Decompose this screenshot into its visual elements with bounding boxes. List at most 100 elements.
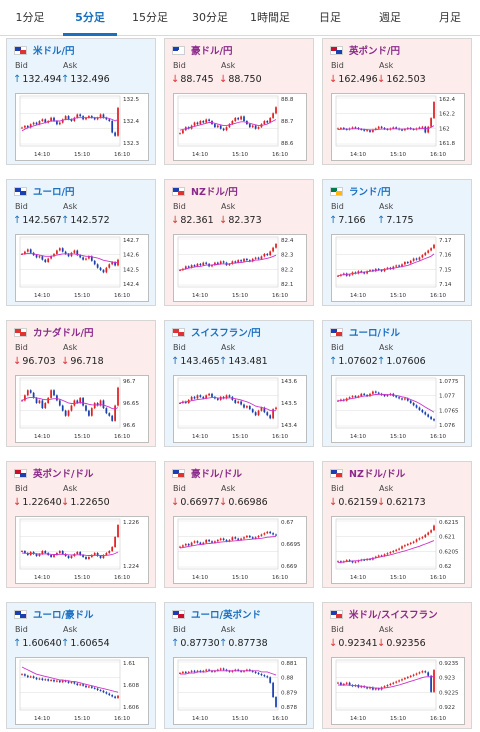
candlestick-chart[interactable]: 162.4 162.2 162 161.8 14:10 15:10 16:10 <box>331 93 465 161</box>
candle <box>248 124 251 128</box>
currency-card[interactable]: 英ポンド/ドル Bid Ask ↓1.22640 ↓1.22650 1.226 1… <box>6 461 156 588</box>
tab-1[interactable]: 5分足 <box>60 0 120 36</box>
x-tick-label: 14:10 <box>192 293 209 299</box>
pair-name[interactable]: 豪ドル/円 <box>191 46 233 57</box>
currency-card[interactable]: NZドル/ドル Bid Ask ↓0.62159 ↓0.62173 0.6215… <box>322 461 472 588</box>
candlestick-chart[interactable]: 1.0775 1.077 1.0765 1.076 14:10 15:10 16:10 <box>331 375 465 443</box>
candle <box>263 407 266 413</box>
candlestick-chart[interactable]: 143.6 143.5 143.4 14:10 15:10 16:10 <box>173 375 307 443</box>
candle <box>35 677 38 680</box>
candle <box>415 405 418 408</box>
pair-name[interactable]: 英ポンド/円 <box>349 46 400 57</box>
eu-au-flag-icon <box>14 609 27 619</box>
candlestick-chart[interactable]: 0.67 0.6695 0.669 14:10 15:10 16:10 <box>173 516 307 584</box>
candle <box>26 390 29 396</box>
candle <box>360 393 363 397</box>
candlestick-chart[interactable]: 88.8 88.7 88.6 14:10 15:10 16:10 <box>173 93 307 161</box>
tab-2[interactable]: 15分足 <box>132 11 168 24</box>
pair-name[interactable]: ユーロ/英ポンド <box>191 610 261 621</box>
candle <box>53 390 55 396</box>
ca-flag-icon <box>14 327 27 337</box>
candle <box>205 669 208 671</box>
currency-card[interactable]: 英ポンド/円 Bid Ask ↓162.496 ↓162.503 162.4 16… <box>322 38 472 165</box>
x-tick-label: 16:10 <box>272 152 289 158</box>
y-tick-label: 1.226 <box>123 520 139 526</box>
candle <box>272 247 274 252</box>
candle <box>337 400 339 402</box>
pair-name[interactable]: ユーロ/ドル <box>349 328 400 339</box>
candle <box>93 117 96 120</box>
tab-4[interactable]: 1時間足 <box>250 11 290 24</box>
pair-name[interactable]: 米ドル/円 <box>33 46 75 57</box>
candle <box>211 541 213 543</box>
bid-value: ↓162.496 <box>329 74 378 85</box>
candlestick-chart[interactable]: 0.9235 0.923 0.9225 0.922 14:10 15:10 16:10 <box>331 657 465 725</box>
currency-card[interactable]: 豪ドル/円 Bid Ask ↓88.745 ↓88.750 88.8 88.7 88… <box>164 38 314 165</box>
tab-5[interactable]: 日足 <box>319 11 341 24</box>
currency-card[interactable]: ランド/円 Bid Ask ↑7.166 ↑7.175 7.17 7.16 7.15… <box>322 179 472 306</box>
candlestick-chart[interactable]: 7.17 7.16 7.15 7.14 14:10 15:10 16:10 <box>331 234 465 302</box>
currency-card[interactable]: スイスフラン/円 Bid Ask ↑143.465 ↑143.481 143.6… <box>164 320 314 447</box>
ask-price: 0.62173 <box>386 497 426 508</box>
candle <box>337 682 339 684</box>
candle <box>337 561 339 563</box>
currency-card[interactable]: ユーロ/豪ドル Bid Ask ↑1.60640 ↑1.60654 1.61 1.… <box>6 602 156 729</box>
candlestick-chart[interactable]: 0.6215 0.621 0.6205 0.62 14:10 15:10 16:10 <box>331 516 465 584</box>
pair-name[interactable]: スイスフラン/円 <box>191 328 261 339</box>
pair-name[interactable]: ユーロ/豪ドル <box>33 610 94 621</box>
candlestick-chart[interactable]: 0.881 0.88 0.879 0.878 14:10 15:10 16:10 <box>173 657 307 725</box>
currency-card[interactable]: 米ドル/スイスフラン Bid Ask ↓0.92341 ↓0.92356 0.9… <box>322 602 472 729</box>
moving-average-line <box>21 666 119 693</box>
candle <box>38 678 41 680</box>
tab-6[interactable]: 週足 <box>379 11 401 24</box>
pair-name[interactable]: ユーロ/円 <box>33 187 75 198</box>
candle <box>251 409 254 413</box>
arrow-down-icon: ↓ <box>219 497 228 508</box>
candle <box>222 261 225 263</box>
currency-card[interactable]: カナダドル/円 Bid Ask ↓96.703 ↓96.718 96.7 96.6… <box>6 320 156 447</box>
candlestick-chart[interactable]: 1.226 1.224 14:10 15:10 16:10 <box>15 516 149 584</box>
candle <box>114 537 116 547</box>
currency-card[interactable]: ユーロ/英ポンド Bid Ask ↑0.87730 ↑0.87738 0.881… <box>164 602 314 729</box>
moving-average-line <box>180 670 277 676</box>
candle <box>395 549 398 551</box>
candle <box>240 401 242 405</box>
candle <box>424 671 427 673</box>
currency-card[interactable]: ユーロ/ドル Bid Ask ↑1.07602 ↑1.07606 1.0775 1… <box>322 320 472 447</box>
candlestick-chart[interactable]: 82.4 82.3 82.2 82.1 14:10 15:10 16:10 <box>173 234 307 302</box>
candle <box>114 132 116 136</box>
tab-0[interactable]: 1分足 <box>15 11 45 24</box>
y-tick-label: 0.62 <box>439 564 451 570</box>
candle <box>269 117 272 123</box>
candle <box>96 688 99 691</box>
candlestick-chart[interactable]: 96.7 96.65 96.6 14:10 15:10 16:10 <box>15 375 149 443</box>
currency-card[interactable]: 豪ドル/ドル Bid Ask ↓0.66977 ↓0.66986 0.67 0.6… <box>164 461 314 588</box>
card-header: ランド/円 <box>330 184 390 198</box>
currency-card[interactable]: NZドル/円 Bid Ask ↓82.361 ↓82.373 82.4 82.3 8… <box>164 179 314 306</box>
candlestick-chart[interactable]: 1.61 1.608 1.606 14:10 15:10 16:10 <box>15 657 149 725</box>
pair-name[interactable]: 豪ドル/ドル <box>191 469 242 480</box>
currency-card[interactable]: 米ドル/円 Bid Ask ↑132.494 ↑132.496 132.5 132… <box>6 38 156 165</box>
candle <box>263 121 266 125</box>
candle <box>199 670 202 672</box>
currency-card[interactable]: ユーロ/円 Bid Ask ↑142.567 ↑142.572 142.7 142… <box>6 179 156 306</box>
candle <box>337 128 339 130</box>
pair-name[interactable]: 英ポンド/ドル <box>33 469 94 480</box>
chart-svg: 0.6215 0.621 0.6205 0.62 14:10 15:10 16:10 <box>335 518 459 581</box>
candlestick-chart[interactable]: 142.7 142.6 142.5 142.4 14:10 15:10 16:10 <box>15 234 149 302</box>
candle <box>348 682 351 685</box>
tab-3[interactable]: 30分足 <box>192 11 228 24</box>
candlestick-chart[interactable]: 132.5 132.4 132.3 14:10 15:10 16:10 <box>15 93 149 161</box>
pair-name[interactable]: 米ドル/スイスフラン <box>349 610 438 621</box>
pair-name[interactable]: カナダドル/円 <box>33 328 94 339</box>
arrow-down-icon: ↓ <box>329 497 338 508</box>
arrow-down-icon: ↓ <box>61 356 70 367</box>
pair-name[interactable]: NZドル/ドル <box>349 469 406 480</box>
pair-name[interactable]: NZドル/円 <box>191 187 238 198</box>
candle <box>374 391 377 393</box>
pair-name[interactable]: ランド/円 <box>349 187 391 198</box>
candle <box>409 400 412 403</box>
bid-label: Bid <box>15 625 28 634</box>
plot-frame <box>335 518 437 570</box>
tab-7[interactable]: 月足 <box>439 11 461 24</box>
